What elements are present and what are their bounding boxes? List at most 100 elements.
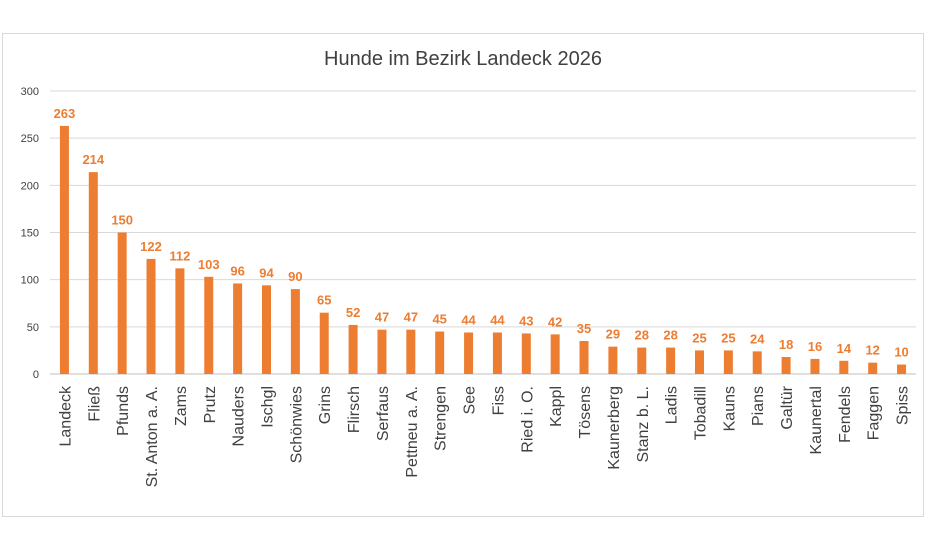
chart-frame: [2, 33, 924, 517]
x-tick-label: Serfaus: [375, 386, 392, 441]
bar: [637, 347, 647, 374]
data-label: 42: [548, 314, 562, 329]
x-tick-label: Stanz b. L.: [635, 386, 652, 463]
bar: [319, 312, 329, 374]
data-label: 214: [82, 152, 104, 167]
bar: [608, 346, 618, 374]
data-label: 43: [519, 313, 533, 328]
x-tick-label: Kaunertal: [808, 386, 825, 455]
x-tick-label: Ladis: [664, 386, 681, 424]
y-tick-label: 250: [21, 133, 39, 145]
x-tick-label: Grins: [317, 386, 334, 424]
data-label: 25: [692, 330, 706, 345]
bar: [435, 331, 445, 374]
bar: [204, 276, 214, 374]
bar: [464, 332, 474, 374]
bar: [406, 329, 416, 374]
y-tick-label: 150: [21, 228, 39, 240]
bar: [521, 333, 531, 374]
x-tick-label: Zams: [173, 386, 190, 426]
data-label: 10: [894, 345, 908, 360]
data-label: 103: [198, 257, 220, 272]
data-label: 24: [750, 331, 765, 346]
y-tick-label: 50: [27, 322, 39, 334]
data-label: 122: [140, 239, 162, 254]
y-tick-label: 0: [33, 369, 39, 381]
data-label: 47: [404, 310, 418, 325]
y-tick-label: 200: [21, 180, 39, 192]
gridlines: [50, 90, 916, 375]
x-tick-label: Pettneu a. A.: [404, 386, 421, 478]
data-label: 16: [808, 339, 822, 354]
x-tick-label: Kauns: [721, 386, 738, 431]
x-tick-label: Schönwies: [288, 386, 305, 463]
x-tick-label: Ischgl: [260, 386, 277, 428]
y-tick-label: 300: [21, 86, 39, 98]
bar: [839, 360, 849, 374]
data-label: 12: [865, 343, 879, 358]
data-label: 25: [721, 330, 735, 345]
bar: [146, 258, 156, 374]
x-tick-label: See: [462, 386, 479, 415]
bar: [290, 289, 300, 374]
data-label: 44: [490, 312, 505, 327]
bar: [233, 283, 243, 374]
data-label: 263: [54, 106, 76, 121]
x-axis-ticks: Landeck Fließ Pfunds St. Anton a. A. Zams Pru…: [57, 385, 911, 487]
bar: [695, 350, 704, 374]
bar: [348, 324, 358, 374]
bar: [897, 364, 907, 374]
data-label: 14: [837, 341, 852, 356]
x-tick-label: Strengen: [433, 386, 450, 451]
x-tick-label: Tobadill: [693, 386, 710, 440]
bar: [723, 350, 733, 374]
x-tick-label: Kappl: [548, 386, 565, 427]
bar: [868, 362, 878, 374]
data-label: 65: [317, 293, 331, 308]
data-label: 94: [259, 265, 274, 280]
data-label: 150: [111, 213, 133, 228]
data-label: 90: [288, 269, 302, 284]
x-tick-label: Tösens: [577, 386, 594, 438]
bar: [810, 358, 820, 374]
x-tick-label: Nauders: [231, 386, 248, 446]
x-tick-label: Pians: [750, 386, 767, 426]
x-tick-label: Galtür: [779, 385, 796, 429]
bars: [59, 125, 907, 374]
bar: [117, 232, 127, 374]
bar: [88, 172, 98, 374]
bar: [377, 329, 387, 374]
data-label: 45: [432, 312, 446, 327]
data-label: 96: [230, 263, 244, 278]
y-axis-ticks: 0 50 100 150 200 250 300: [21, 86, 39, 381]
data-label: 112: [169, 248, 190, 263]
x-tick-label: Fließ: [86, 386, 103, 422]
y-tick-label: 100: [21, 275, 39, 287]
data-label: 28: [663, 328, 677, 343]
bar: [59, 125, 69, 374]
data-label: 18: [779, 337, 793, 352]
x-tick-label: Flirsch: [346, 386, 363, 433]
data-labels: 263 214 150 122 112 103 96 94 90 65 52 47 47 45 44 44 43…: [54, 106, 909, 360]
x-tick-label: Prutz: [202, 386, 219, 423]
data-label: 28: [635, 328, 649, 343]
bar: [492, 332, 502, 374]
bar: [781, 357, 791, 374]
x-tick-label: Faggen: [866, 386, 883, 440]
data-label: 29: [606, 327, 620, 342]
x-tick-label: Landeck: [57, 385, 74, 446]
bar: [262, 285, 271, 374]
x-tick-label: Fiss: [490, 386, 507, 415]
x-tick-label: St. Anton a. A.: [144, 386, 161, 487]
x-tick-label: Ried i. O.: [519, 386, 536, 453]
data-label: 52: [346, 305, 360, 320]
x-tick-label: Pfunds: [115, 386, 132, 436]
chart-title: Hunde im Bezirk Landeck 2026: [324, 48, 602, 70]
x-tick-label: Spiss: [895, 386, 912, 425]
bar: [550, 334, 560, 374]
bar: [666, 347, 676, 374]
x-tick-label: Kaunerberg: [606, 386, 623, 470]
data-label: 44: [461, 312, 476, 327]
data-label: 47: [375, 310, 389, 325]
